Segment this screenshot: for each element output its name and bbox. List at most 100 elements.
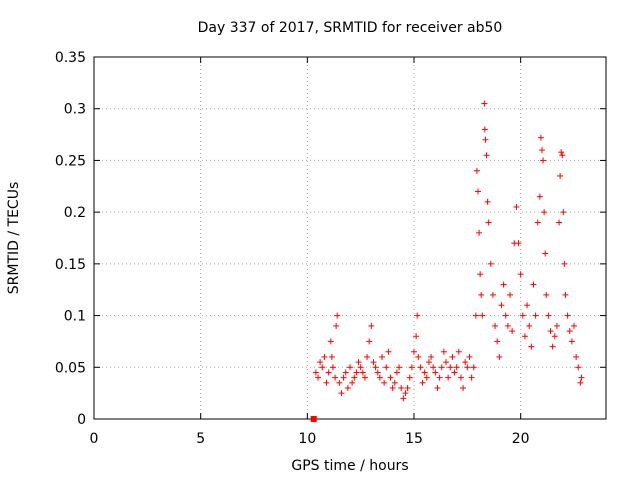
data-point [419,379,426,386]
data-point [472,312,479,319]
data-point [436,374,443,381]
data-point [389,384,396,391]
data-point [479,312,486,319]
data-point [315,374,321,381]
data-point [478,291,485,298]
data-point [457,374,464,381]
data-point [449,353,456,360]
data-point [526,322,533,329]
data-point [568,338,575,345]
data-point [485,219,492,226]
data-point [333,322,340,329]
data-point [406,374,413,381]
data-point [451,369,458,376]
y-tick-label: 0 [77,412,86,428]
plot-area [93,56,607,420]
ticks: 0 5 10 15 20 0 0.05 0.1 0.15 0.2 0.25 0.3 0.35 [55,50,606,447]
data-point [317,359,324,366]
data-point [379,353,385,360]
data-point [376,374,383,381]
data-point [425,359,432,366]
data-point [482,136,489,143]
data-point [430,364,437,371]
data-point [498,302,505,309]
data-point [453,364,460,371]
data-point [398,384,405,391]
data-point [537,134,544,141]
data-point [481,126,488,133]
data-point [509,328,516,335]
data-point [342,369,349,376]
data-point [564,312,571,319]
data-point [336,379,343,386]
x-tick-label: 0 [90,431,99,447]
data-point [573,353,580,360]
chart-title: Day 337 of 2017, SRMTID for receiver ab5… [198,20,503,36]
data-point [553,322,560,329]
data-point [329,364,336,371]
data-point [543,291,550,298]
data-point [438,364,445,371]
data-point [432,369,439,376]
data-point [423,374,430,381]
data-point [513,203,520,210]
data-point [507,291,513,298]
data-point [560,209,567,216]
data-point [415,353,422,360]
data-point [434,384,441,391]
data-point [332,374,339,381]
data-point [374,369,381,376]
data-point [473,167,480,174]
data-point [487,260,494,267]
data-point [340,374,347,381]
data-point [385,348,392,355]
data-point [575,364,582,371]
data-point [364,353,371,360]
data-point [517,271,524,278]
data-point [361,374,368,381]
y-tick-label: 0.15 [55,257,86,273]
data-point [515,240,522,247]
data-point [541,209,548,216]
data-point [440,348,447,355]
data-point [494,338,501,345]
y-axis-label: SRMTID / TECUs [6,182,22,295]
y-tick-label: 0.35 [55,50,86,66]
x-axis-label: GPS time / hours [291,458,408,474]
data-point [524,302,531,309]
x-tick-label: 15 [405,431,423,447]
data-point [462,359,469,366]
data-point [545,312,552,319]
data-point [387,374,394,381]
data-point [359,369,366,376]
data-point [393,369,400,376]
data-point [476,229,483,236]
data-point [502,312,509,319]
data-point [466,353,473,360]
data-point [470,364,477,371]
data-point [519,312,526,319]
data-point [414,312,421,319]
data-point [421,369,428,376]
data-point [558,149,565,156]
data-point [536,193,543,200]
data-point [468,374,475,381]
data-point [577,379,584,386]
square-marker [310,416,317,422]
x-tick-label: 20 [512,431,530,447]
data-point [428,353,435,360]
data-point [492,322,499,329]
data-point [408,364,415,371]
data-point [532,312,539,319]
data-point [484,198,491,205]
data-point [321,353,328,360]
data-point [500,281,507,288]
data-point [402,390,409,397]
data-point [413,333,420,340]
y-tick-label: 0.1 [64,309,86,325]
data-point [349,379,356,386]
data-point [547,328,554,335]
data-point [355,359,362,366]
data-point [417,364,424,371]
